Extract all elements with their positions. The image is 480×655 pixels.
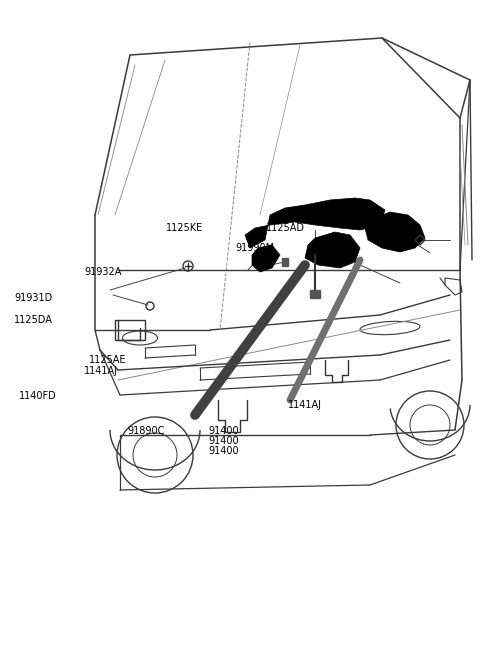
- Text: 91400: 91400: [209, 445, 240, 456]
- Text: 91932A: 91932A: [84, 267, 121, 277]
- Text: 1141AJ: 1141AJ: [84, 366, 118, 377]
- Polygon shape: [245, 198, 385, 248]
- Text: 1125AE: 1125AE: [89, 354, 126, 365]
- Text: 1125DA: 1125DA: [14, 314, 53, 325]
- Text: 91400: 91400: [209, 436, 240, 446]
- Polygon shape: [365, 212, 425, 252]
- Text: 91931D: 91931D: [14, 293, 53, 303]
- Text: 91890C: 91890C: [127, 426, 165, 436]
- Text: 1140FD: 1140FD: [19, 391, 57, 402]
- Bar: [282, 258, 288, 266]
- Text: 1141AJ: 1141AJ: [288, 400, 322, 410]
- Bar: [310, 290, 320, 298]
- Polygon shape: [305, 232, 360, 268]
- Text: 91990M: 91990M: [235, 242, 275, 253]
- Polygon shape: [252, 245, 280, 272]
- Text: 91400: 91400: [209, 426, 240, 436]
- Text: 1125KE: 1125KE: [166, 223, 203, 233]
- Text: 1125AD: 1125AD: [266, 223, 305, 233]
